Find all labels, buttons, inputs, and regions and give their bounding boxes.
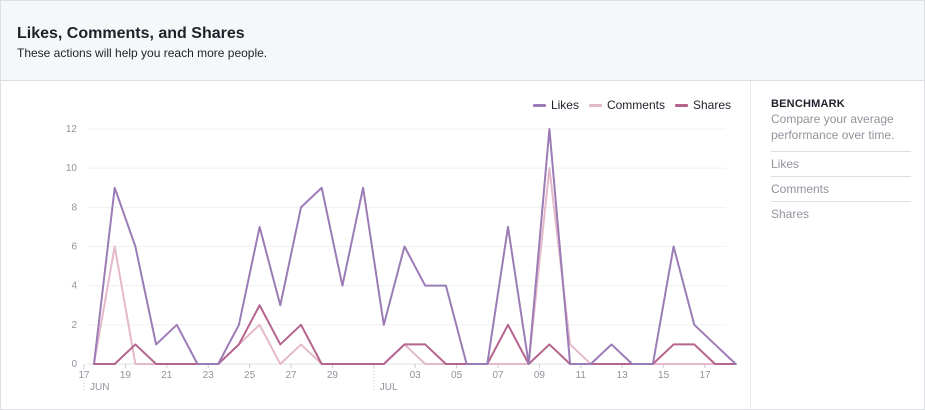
- legend-item-shares[interactable]: Shares: [674, 98, 731, 112]
- x-tick-label: 11: [576, 370, 587, 381]
- x-tick-label: 29: [327, 370, 339, 381]
- legend-swatch-comments: [588, 103, 602, 107]
- benchmark-description: Compare your average performance over ti…: [771, 112, 895, 142]
- x-tick-label: 13: [617, 370, 629, 381]
- panel-subtitle: These actions will help you reach more p…: [17, 46, 268, 60]
- y-tick-label: 2: [71, 320, 77, 331]
- x-tick-label: 15: [658, 370, 670, 381]
- month-label: JUN: [90, 382, 109, 393]
- legend-item-likes[interactable]: Likes: [532, 98, 579, 112]
- y-tick-label: 10: [66, 163, 78, 174]
- x-tick-label: 19: [120, 370, 132, 381]
- x-tick-label: 25: [244, 370, 256, 381]
- benchmark-sidebar: BENCHMARK Compare your average performan…: [771, 98, 911, 226]
- legend-swatch-likes: [532, 103, 546, 107]
- x-tick-label: 27: [285, 370, 297, 381]
- x-tick-label: 03: [410, 370, 422, 381]
- y-tick-label: 4: [71, 281, 77, 292]
- panel-title: Likes, Comments, and Shares: [17, 25, 245, 42]
- chart-area: 0 2 4 6 8 10 12 17 19 21 23 25 27 29 03 05 07 09 11 13 15 17 J…: [1, 81, 751, 409]
- x-tick-label: 07: [492, 370, 504, 381]
- legend-label-comments: Comments: [606, 98, 665, 112]
- month-label: JUL: [380, 382, 398, 393]
- x-tick-label: 05: [451, 370, 463, 381]
- benchmark-item-likes[interactable]: Likes: [771, 151, 911, 176]
- legend-label-shares: Shares: [692, 98, 731, 112]
- x-tick-label: 17: [78, 370, 90, 381]
- x-tick-label: 23: [203, 370, 215, 381]
- y-tick-label: 0: [71, 359, 77, 370]
- benchmark-item-comments[interactable]: Comments: [771, 176, 911, 201]
- benchmark-list: Likes Comments Shares: [771, 151, 911, 226]
- y-tick-label: 12: [66, 124, 78, 135]
- benchmark-title: BENCHMARK: [771, 98, 845, 110]
- chart-legend: Likes Comments Shares: [532, 98, 731, 112]
- panel-header: Likes, Comments, and Shares These action…: [1, 1, 924, 81]
- legend-item-comments[interactable]: Comments: [588, 98, 665, 112]
- x-tick-label: 09: [534, 370, 546, 381]
- x-tick-label: 17: [699, 370, 711, 381]
- legend-label-likes: Likes: [550, 98, 579, 112]
- y-tick-label: 6: [71, 242, 77, 253]
- y-tick-label: 8: [71, 202, 77, 213]
- legend-swatch-shares: [674, 103, 688, 107]
- x-tick-label: 21: [161, 370, 173, 381]
- benchmark-item-shares[interactable]: Shares: [771, 201, 911, 226]
- series-line-likes: [93, 128, 737, 365]
